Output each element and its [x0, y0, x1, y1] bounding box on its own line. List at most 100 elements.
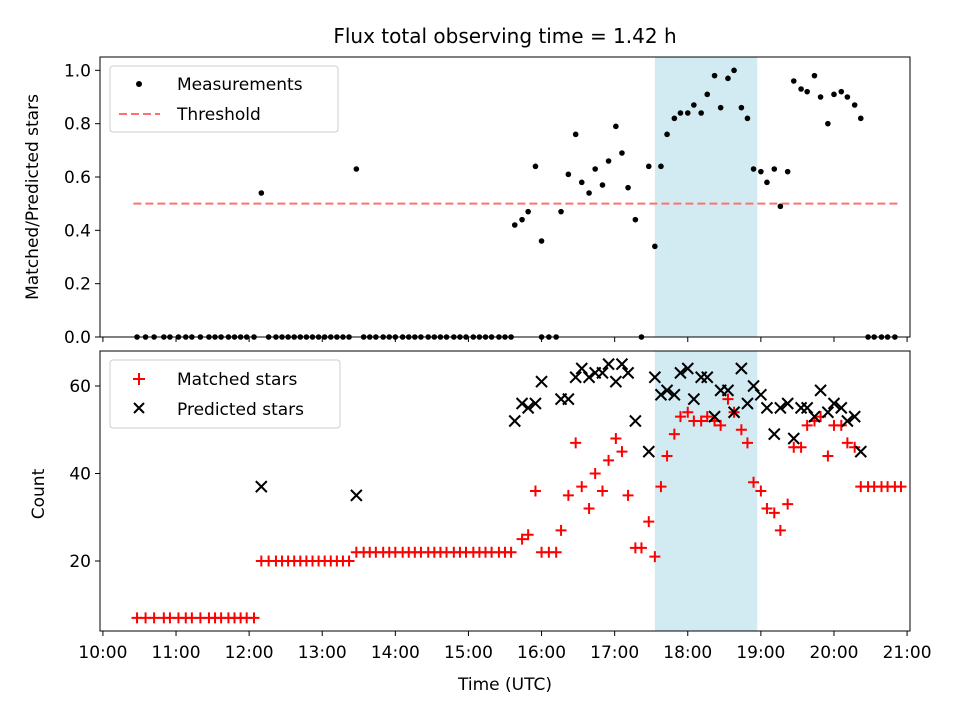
matched-star-point: [674, 411, 686, 423]
count-legend-box: [109, 359, 341, 429]
matched-star-point: [643, 516, 655, 528]
measurement-point: [677, 110, 684, 116]
chart-title: Flux total observing time = 1.42 h: [333, 24, 676, 48]
predicted-star-point: [821, 406, 835, 419]
ratio-y-axis-label: Matched/Predicted stars: [23, 94, 43, 300]
matched-star-point: [148, 612, 160, 624]
measurement-point: [851, 102, 858, 108]
measurement-point: [684, 110, 691, 116]
matched-star-point: [835, 419, 847, 431]
y-tick-label: 0.0: [64, 328, 91, 348]
predicted-star-point: [255, 480, 268, 493]
matched-star-point: [755, 485, 767, 497]
measurement-point: [511, 222, 518, 228]
matched-star-point: [603, 454, 615, 466]
matched-star-point: [661, 450, 673, 462]
measurement-point: [658, 163, 664, 170]
predicted-star-point: [535, 375, 548, 388]
predicted-star-point: [854, 445, 867, 458]
measurement-point: [353, 166, 360, 172]
measurement-point: [817, 94, 824, 100]
ratio-legend: Measurements Threshold: [109, 65, 339, 133]
matched-star-point: [782, 498, 794, 510]
measurement-point: [532, 163, 539, 170]
predicted-star-point: [609, 375, 623, 388]
predicted-star-point: [615, 357, 629, 371]
count-y-axis: 20 40 60: [69, 377, 100, 572]
predicted-star-point: [808, 410, 821, 423]
predicted-star-point: [754, 388, 768, 401]
x-tick-label: 11:00: [152, 643, 201, 663]
matched-star-point: [248, 612, 260, 624]
measurement-point: [572, 131, 579, 138]
y-tick-label: 20: [69, 552, 91, 572]
measurement-point: [750, 166, 757, 172]
x-tick-label: 19:00: [736, 643, 785, 663]
measurement-point: [704, 91, 711, 98]
y-tick-label: 60: [69, 377, 91, 397]
measurement-point: [738, 104, 745, 111]
measurement-point: [664, 131, 670, 138]
measurement-point: [625, 184, 631, 191]
x-axis-label: Time (UTC): [457, 675, 552, 695]
time-x-axis: 10:00 11:00 12:00 13:00 14:00 15:00 16:00 17:00…: [78, 631, 932, 663]
count-points: [131, 357, 907, 624]
predicted-star-point: [602, 357, 615, 371]
predicted-star-point: [629, 414, 642, 428]
predicted-star-point: [621, 366, 635, 380]
matched-star-point: [589, 468, 601, 479]
matched-star-point: [801, 419, 813, 431]
predicted-star-point: [814, 384, 827, 397]
predicted-star-point: [648, 371, 662, 384]
matched-star-point: [610, 433, 622, 444]
measurement-point: [605, 158, 612, 164]
matched-star-point: [516, 533, 528, 545]
predicted-star-point: [841, 414, 854, 428]
measurement-point: [652, 243, 658, 250]
predicted-star-point: [562, 392, 575, 406]
measurement-point: [258, 190, 265, 196]
x-tick-label: 20:00: [809, 643, 858, 663]
predicted-star-point: [642, 445, 655, 458]
measurement-point: [565, 171, 572, 178]
predicted-star-point: [827, 397, 841, 410]
matched-star-point: [555, 524, 567, 536]
matched-legend-label: Matched stars: [177, 370, 297, 390]
y-tick-label: 0.2: [64, 275, 91, 295]
measurement-points: [134, 67, 898, 340]
predicted-star-point: [768, 427, 781, 441]
matched-star-point: [849, 441, 861, 453]
measurement-point: [831, 91, 837, 98]
matched-star-point: [822, 450, 834, 462]
matched-star-point: [343, 555, 355, 567]
y-tick-label: 0.6: [64, 168, 91, 188]
matched-star-point: [522, 529, 534, 541]
predicted-star-point: [721, 384, 735, 397]
measurement-point: [698, 110, 704, 116]
measurement-point: [671, 115, 678, 122]
measurement-point: [744, 115, 751, 122]
predicted-star-point: [508, 414, 521, 428]
predicted-star-point: [575, 362, 588, 375]
predicted-star-point: [515, 397, 529, 410]
predicted-star-point: [774, 401, 787, 415]
measurement-point: [784, 168, 791, 175]
matched-star-point: [655, 481, 667, 493]
measurement-point: [825, 120, 831, 127]
predicted-star-point: [800, 401, 814, 415]
ratio-x-ticks: [102, 337, 908, 342]
predicted-star-point: [350, 489, 363, 502]
matched-star-point: [635, 542, 647, 554]
count-panel: 20 40 60 10:00 11:00 12:00 13:00 14:00 15:00 16:…: [29, 350, 932, 695]
measurement-point: [578, 179, 585, 186]
x-tick-label: 14:00: [371, 643, 420, 663]
matched-star-point: [895, 481, 907, 493]
matched-star-point: [576, 481, 588, 493]
measurement-point: [790, 78, 797, 84]
measurement-point: [777, 203, 784, 210]
predicted-star-point: [848, 410, 861, 423]
measurement-point: [538, 238, 545, 244]
predicted-star-point: [668, 388, 681, 401]
predicted-star-point: [674, 366, 687, 380]
matched-star-point: [741, 437, 753, 449]
